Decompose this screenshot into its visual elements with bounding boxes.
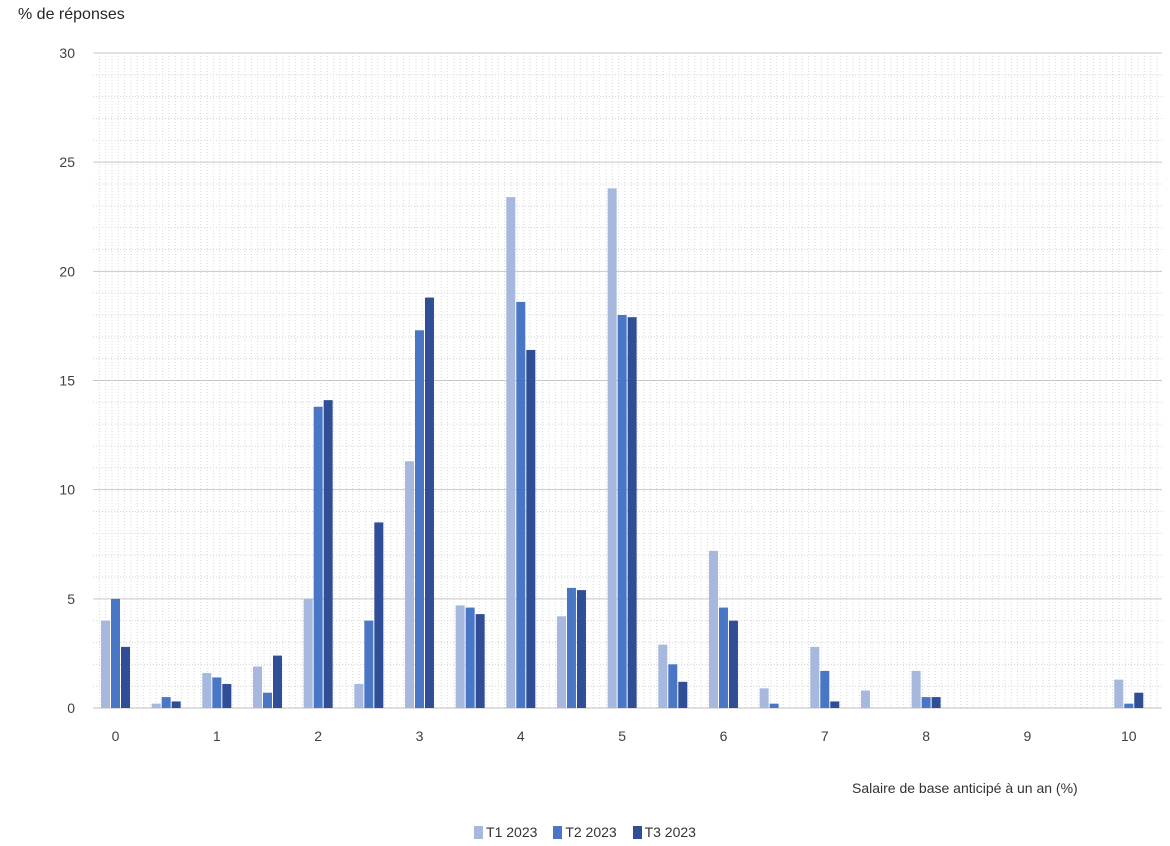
bar: [830, 701, 840, 708]
bar: [374, 522, 384, 708]
bar: [1134, 692, 1144, 708]
bar: [111, 598, 120, 708]
bar: [607, 188, 617, 708]
bar: [354, 683, 364, 708]
x-tick-label: 6: [720, 728, 728, 744]
bar: [911, 670, 921, 708]
x-tick-label: 3: [416, 728, 424, 744]
bar: [262, 692, 272, 708]
bar: [769, 703, 779, 708]
x-tick-label: 10: [1121, 728, 1137, 744]
bar: [860, 690, 870, 708]
x-axis-title: Salaire de base anticipé à un an (%): [852, 780, 1078, 796]
x-tick-label: 9: [1024, 728, 1032, 744]
legend-label-t2: T2 2023: [565, 824, 617, 840]
bar: [576, 590, 586, 708]
bar: [455, 605, 465, 708]
y-tick-label: 25: [59, 154, 75, 170]
bar: [718, 607, 728, 708]
x-tick-labels: 0 1 2 3 4 5 6 7 8 9 10: [112, 728, 1137, 744]
legend: T1 2023 T2 2023 T3 2023: [0, 824, 1170, 842]
bar: [465, 607, 475, 708]
x-tick-label: 7: [821, 728, 829, 744]
bar: [931, 697, 941, 708]
bar: [272, 655, 282, 708]
y-axis-title: % de réponses: [18, 6, 125, 23]
bar: [313, 406, 323, 708]
legend-swatch-t1: [474, 825, 484, 839]
bar: [101, 620, 110, 708]
bar: [151, 703, 161, 708]
bar: [202, 673, 212, 708]
legend-label-t1: T1 2023: [486, 824, 538, 840]
legend-item-t1: T1 2023: [474, 824, 537, 840]
bar: [728, 620, 738, 708]
bar: [1114, 679, 1124, 708]
bar: [617, 315, 627, 708]
bar: [566, 587, 576, 708]
y-tick-labels: 0 5 10 15 20 25 30: [59, 45, 75, 716]
bar: [161, 697, 171, 708]
x-tick-label: 5: [618, 728, 626, 744]
y-tick-label: 20: [59, 263, 75, 279]
bar: [171, 701, 181, 708]
legend-item-t2: T2 2023: [553, 824, 617, 840]
bar: [526, 349, 536, 708]
bar: [820, 670, 830, 708]
x-tick-label: 0: [112, 728, 120, 744]
bar: [222, 683, 232, 708]
legend-swatch-t3: [632, 825, 642, 839]
legend-label-t3: T3 2023: [644, 824, 696, 840]
bar: [252, 666, 262, 708]
bar: [475, 614, 485, 708]
bar: [323, 400, 333, 708]
bar: [658, 644, 668, 708]
bar: [414, 330, 424, 708]
bars: [101, 188, 1144, 708]
bar: [303, 598, 313, 708]
bar: [556, 616, 566, 708]
bar: [364, 620, 374, 708]
bar: [424, 297, 434, 708]
bar: [921, 697, 931, 708]
y-tick-label: 5: [67, 591, 75, 607]
y-tick-label: 0: [67, 700, 75, 716]
bar: [516, 301, 526, 708]
bar: [668, 664, 678, 708]
y-tick-label: 30: [59, 45, 75, 61]
bar: [759, 688, 769, 708]
bar: [708, 550, 718, 708]
bar: [810, 646, 820, 708]
legend-swatch-t2: [553, 825, 563, 839]
x-tick-label: 4: [517, 728, 525, 744]
y-tick-label: 10: [59, 482, 75, 498]
bar: [506, 197, 516, 708]
legend-item-t3: T3 2023: [632, 824, 696, 840]
x-tick-label: 8: [922, 728, 930, 744]
bar: [121, 646, 130, 708]
major-grid: [93, 52, 1162, 709]
bar: [212, 677, 222, 708]
bar: [404, 461, 414, 708]
y-tick-label: 15: [59, 373, 75, 389]
x-tick-label: 2: [314, 728, 322, 744]
bar: [1124, 703, 1134, 708]
bar: [678, 681, 688, 708]
x-tick-label: 1: [213, 728, 221, 744]
bar: [627, 317, 637, 708]
